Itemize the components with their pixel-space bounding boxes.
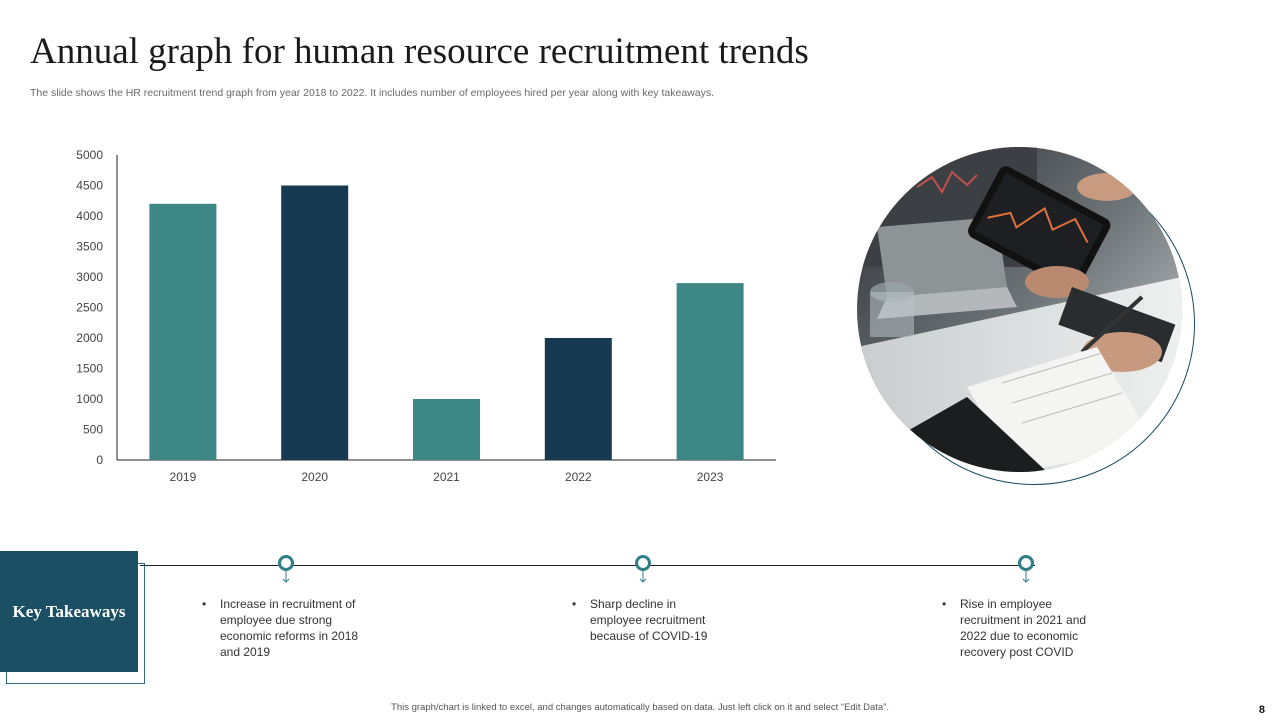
takeaway-text: Increase in recruitment of employee due …: [220, 597, 359, 659]
y-tick-label: 4500: [76, 179, 103, 193]
page-number: 8: [1258, 704, 1265, 716]
timeline-line: [140, 565, 1035, 566]
takeaway-item: • Increase in recruitment of employee du…: [202, 596, 380, 660]
key-takeaways-box: Key Takeaways: [0, 551, 138, 672]
bullet-icon: •: [202, 597, 207, 611]
takeaway-text: Sharp decline in employee recruitment be…: [590, 597, 708, 643]
timeline-marker-icon: [278, 555, 294, 583]
takeaway-item: • Sharp decline in employee recruitment …: [572, 596, 722, 644]
bullet-icon: •: [572, 597, 577, 611]
photo-frame: [855, 145, 1200, 490]
x-tick-label: 2021: [433, 470, 460, 484]
y-tick-label: 2500: [76, 301, 103, 315]
x-tick-label: 2019: [170, 470, 197, 484]
y-tick-label: 0: [96, 453, 103, 467]
bar-2023[interactable]: [676, 283, 744, 460]
y-tick-label: 2000: [76, 331, 103, 345]
slide-title: Annual graph for human resource recruitm…: [30, 31, 809, 72]
timeline-marker-icon: [635, 555, 651, 583]
bullet-icon: •: [942, 597, 947, 611]
bar-2020[interactable]: [281, 185, 349, 461]
key-takeaways-label: Key Takeaways: [12, 601, 126, 621]
footer-note: This graph/chart is linked to excel, and…: [391, 702, 889, 713]
y-tick-label: 3000: [76, 270, 103, 284]
takeaway-text: Rise in employee recruitment in 2021 and…: [960, 597, 1087, 659]
recruitment-bar-chart[interactable]: 0 500 1000 1500 2000 2500 3000 3500 4000 4500 5000…: [60, 140, 790, 500]
business-meeting-photo: [857, 147, 1182, 472]
takeaway-item: • Rise in employee recruitment in 2021 a…: [942, 596, 1107, 660]
x-tick-label: 2022: [565, 470, 592, 484]
bars: [149, 185, 744, 461]
x-tick-label: 2020: [301, 470, 328, 484]
slide-subtitle: The slide shows the HR recruitment trend…: [30, 87, 715, 99]
x-tick-label: 2023: [697, 470, 724, 484]
bar-2019[interactable]: [149, 203, 217, 461]
bar-2021[interactable]: [413, 399, 480, 460]
x-axis: 2019 2020 2021 2022 2023: [170, 470, 724, 484]
y-tick-label: 1500: [76, 362, 103, 376]
y-tick-label: 500: [83, 423, 103, 437]
y-axis: 0 500 1000 1500 2000 2500 3000 3500 4000 4500 5000: [76, 148, 103, 467]
bar-2022[interactable]: [544, 338, 612, 460]
y-tick-label: 4000: [76, 209, 103, 223]
y-tick-label: 5000: [76, 148, 103, 162]
timeline-marker-icon: [1018, 555, 1034, 583]
y-tick-label: 1000: [76, 392, 103, 406]
y-tick-label: 3500: [76, 240, 103, 254]
